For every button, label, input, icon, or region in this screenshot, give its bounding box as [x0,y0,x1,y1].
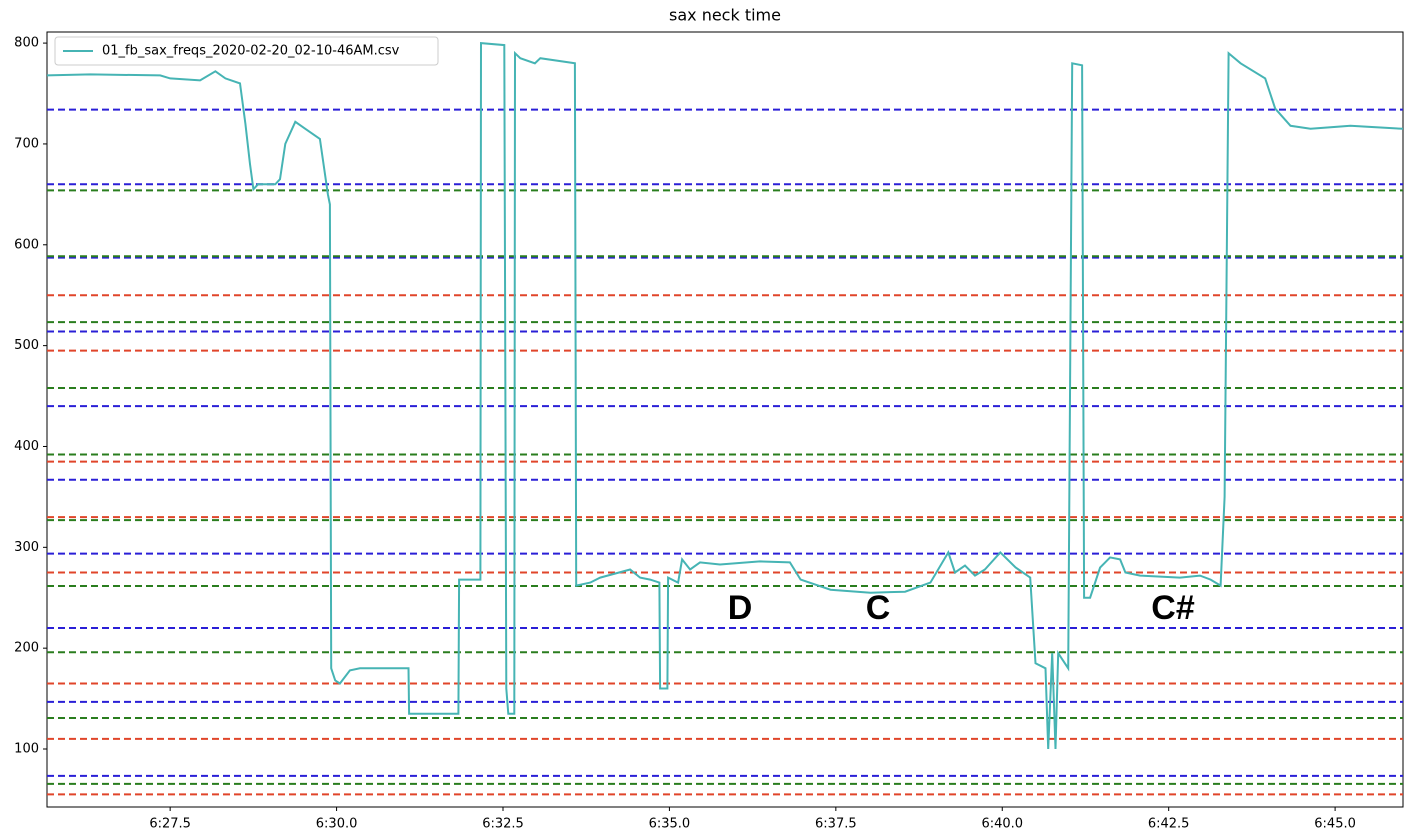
x-tick-label: 6:37.5 [815,817,857,832]
data-line [47,42,1403,750]
annotation: C# [1151,589,1195,627]
chart-title: sax neck time [669,6,781,25]
y-tick-label: 200 [14,641,39,656]
x-tick-label: 6:35.0 [649,817,691,832]
legend-label: 01_fb_sax_freqs_2020-02-20_02-10-46AM.cs… [102,44,400,59]
annotation: D [728,589,753,627]
annotation: C [866,589,891,627]
y-tick-label: 400 [14,439,39,454]
y-tick-label: 100 [14,742,39,757]
x-tick-label: 6:45.0 [1314,817,1356,832]
y-tick-label: 800 [14,36,39,51]
x-tick-label: 6:30.0 [316,817,358,832]
x-tick-label: 6:32.5 [482,817,524,832]
x-tick-label: 6:40.0 [981,817,1023,832]
y-tick-label: 300 [14,540,39,555]
y-tick-label: 700 [14,136,39,151]
plot-frame [46,31,1404,808]
y-tick-label: 600 [14,237,39,252]
x-tick-label: 6:27.5 [149,817,191,832]
y-tick-label: 500 [14,338,39,353]
legend-box [54,36,439,66]
x-tick-label: 6:42.5 [1148,817,1190,832]
